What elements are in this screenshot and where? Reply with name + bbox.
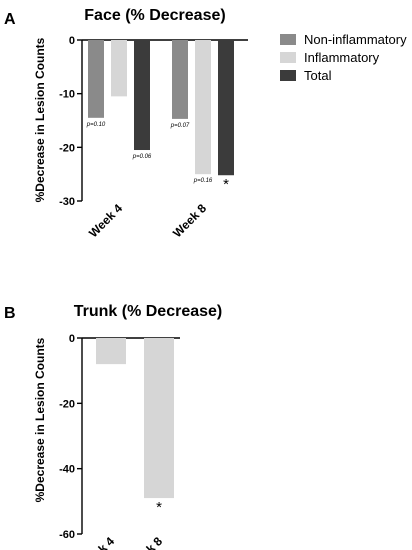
- face-bar-non-inflammatory-week-4: [88, 40, 104, 118]
- trunk-y-tick-label: 0: [69, 333, 75, 345]
- trunk-y-axis-label: %Decrease in Lesion Counts: [33, 337, 47, 502]
- trunk-y-tick-label: -20: [59, 398, 75, 410]
- panel-letter-a: A: [4, 11, 16, 28]
- panel-a-face-chart: A Face (% Decrease) %Decrease in Lesion …: [4, 7, 407, 240]
- legend-label-inflammatory: Inflammatory: [304, 50, 380, 65]
- face-y-tick-label: -30: [59, 196, 75, 208]
- trunk-y-tick-label: -60: [59, 529, 75, 541]
- face-plot-area: 0 -10 -20 -30 p=0.10 p=0.06 Week 4 p=0.07 p=0.16…: [59, 35, 248, 240]
- face-x-category-label: Week 4: [86, 201, 125, 240]
- legend-label-non-inflammatory: Non-inflammatory: [304, 32, 407, 47]
- legend-label-total: Total: [304, 68, 332, 83]
- face-y-tick-label: -20: [59, 142, 75, 154]
- face-p-value-label: p=0.16: [193, 178, 213, 184]
- face-p-value-label: p=0.07: [170, 123, 190, 129]
- face-y-axis-label: %Decrease in Lesion Counts: [33, 37, 47, 202]
- face-significance-star: *: [223, 176, 229, 193]
- trunk-significance-star: *: [156, 499, 162, 516]
- trunk-bar-value-week-4: [96, 338, 126, 365]
- face-chart-title: Face (% Decrease): [84, 7, 225, 24]
- face-y-tick-label: 0: [69, 35, 75, 47]
- trunk-y-tick-label: -40: [59, 464, 75, 476]
- face-x-category-label: Week 8: [170, 201, 209, 240]
- face-bar-inflammatory-week-8: [195, 40, 211, 175]
- face-bar-non-inflammatory-week-8: [172, 40, 188, 119]
- trunk-x-category-label: Week 8: [126, 534, 165, 550]
- trunk-chart-title: Trunk (% Decrease): [74, 303, 223, 320]
- legend-swatch-non-inflammatory: [280, 34, 296, 45]
- face-bar-total-week-4: [134, 40, 150, 151]
- face-bar-total-week-8: [218, 40, 234, 176]
- face-p-value-label: p=0.06: [132, 154, 152, 160]
- trunk-plot-area: 0 -20 -40 -60Week 4 * Week 8: [59, 333, 180, 550]
- trunk-bar-value-week-8: [144, 338, 174, 499]
- face-p-value-label: p=0.10: [86, 122, 106, 128]
- legend-swatch-inflammatory: [280, 52, 296, 63]
- face-y-tick-label: -10: [59, 89, 75, 101]
- trunk-x-category-label: Week 4: [78, 534, 117, 550]
- legend-swatch-total: [280, 70, 296, 81]
- panel-letter-b: B: [4, 305, 16, 322]
- face-bar-inflammatory-week-4: [111, 40, 127, 97]
- face-legend: Non-inflammatory Inflammatory Total: [280, 32, 407, 83]
- panel-b-trunk-chart: B Trunk (% Decrease) %Decrease in Lesion…: [4, 303, 222, 550]
